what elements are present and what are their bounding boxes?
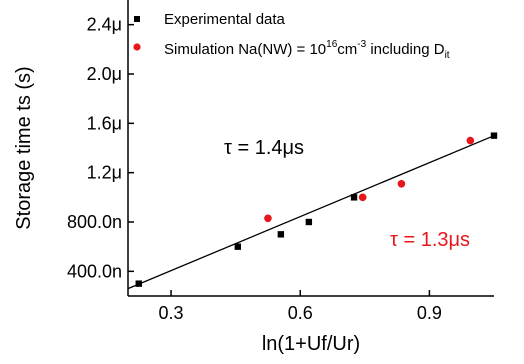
- annotation-tau-experimental: τ = 1.4μs: [224, 137, 304, 159]
- y-tick-label: 1.2μ: [87, 163, 122, 183]
- y-axis-title: Storage time ts (s): [13, 66, 35, 229]
- x-tick-label: 0.9: [417, 303, 442, 323]
- y-ticks: 400.0n 800.0n 1.2μ 1.6μ 2.0μ 2.4μ: [67, 15, 134, 281]
- y-tick-label: 400.0n: [67, 261, 122, 281]
- experimental-point: [135, 280, 142, 287]
- legend-sim-sub: it: [445, 50, 450, 61]
- y-tick-label: 800.0n: [67, 212, 122, 232]
- experimental-point: [490, 132, 498, 139]
- y-tick-label: 1.6μ: [87, 113, 122, 133]
- experimental-point: [277, 231, 285, 238]
- experimental-point: [350, 194, 358, 201]
- x-axis-title: ln(1+Uf/Ur): [262, 333, 360, 355]
- fit-line-group: [127, 135, 495, 290]
- legend-sim-prefix: Simulation Na(NW) = 10: [164, 41, 326, 58]
- legend: Experimental data Simulation Na(NW) = 10…: [133, 11, 450, 61]
- experimental-point: [305, 218, 313, 226]
- legend-marker-experimental: [134, 16, 140, 22]
- legend-sim-exp2: -3: [357, 39, 366, 50]
- x-tick-label: 0.6: [288, 303, 313, 323]
- y-tick-label: 2.0μ: [87, 64, 122, 84]
- annotation-tau-simulation: τ = 1.3μs: [390, 229, 470, 251]
- data-points: [135, 132, 498, 287]
- simulation-point: [466, 136, 475, 145]
- legend-label-experimental: Experimental data: [164, 11, 286, 28]
- simulation-point: [264, 214, 272, 223]
- legend-sim-after: including D: [366, 41, 445, 58]
- x-tick-label: 0.3: [159, 303, 184, 323]
- simulation-point: [358, 193, 367, 202]
- legend-sim-exp: 16: [326, 39, 338, 50]
- legend-sim-unit: cm: [337, 41, 357, 58]
- experimental-point: [234, 243, 241, 250]
- simulation-point: [397, 179, 406, 188]
- x-ticks: 0.3 0.6 0.9: [159, 290, 442, 323]
- legend-marker-simulation: [133, 43, 141, 51]
- fit-line: [127, 135, 495, 290]
- legend-label-simulation: Simulation Na(NW) = 1016cm-3 including D…: [164, 39, 450, 61]
- y-tick-label: 2.4μ: [87, 15, 122, 35]
